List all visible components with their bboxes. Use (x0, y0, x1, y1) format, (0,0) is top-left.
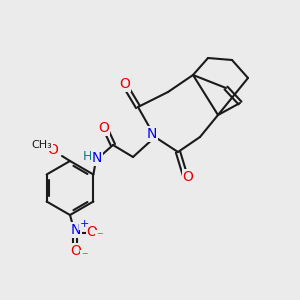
Text: O: O (183, 170, 194, 184)
Text: O: O (70, 244, 81, 258)
Text: O: O (48, 143, 58, 157)
Text: O: O (120, 77, 130, 91)
Text: CH₃: CH₃ (32, 140, 52, 150)
Text: ⁻: ⁻ (81, 250, 87, 263)
Text: N: N (71, 223, 81, 237)
Text: +: + (79, 219, 89, 229)
Text: ⁻: ⁻ (96, 230, 102, 244)
Text: O: O (87, 225, 98, 239)
Text: O: O (99, 121, 110, 135)
Text: N: N (147, 127, 157, 141)
Text: H: H (82, 151, 92, 164)
Text: N: N (92, 151, 102, 165)
